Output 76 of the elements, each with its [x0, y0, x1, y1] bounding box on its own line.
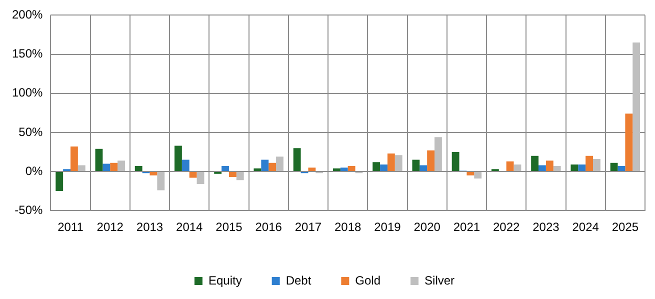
bar — [340, 168, 348, 172]
x-tick-label: 2016 — [255, 220, 282, 234]
x-tick-label: 2024 — [572, 220, 600, 234]
bar — [308, 168, 316, 172]
bar — [553, 166, 561, 172]
bar — [546, 160, 554, 172]
bar — [578, 164, 586, 172]
bar — [56, 172, 64, 192]
x-tick-label: 2017 — [294, 220, 322, 234]
bar — [434, 137, 442, 172]
y-tick-label: 100% — [12, 86, 44, 100]
bar — [189, 172, 197, 178]
bar — [254, 168, 262, 172]
legend-label: Gold — [355, 273, 381, 288]
bar — [427, 150, 435, 172]
x-tick-label: 2014 — [176, 220, 204, 234]
bar — [236, 172, 244, 180]
bar — [618, 166, 626, 172]
bar — [514, 164, 522, 172]
x-tick-label: 2015 — [216, 220, 243, 234]
bar — [118, 160, 125, 172]
x-tick-label: 2018 — [334, 220, 362, 234]
bar — [182, 160, 190, 172]
bar — [420, 165, 428, 172]
bar — [268, 162, 276, 172]
x-tick-label: 2022 — [492, 220, 520, 234]
x-tick-label: 2021 — [453, 220, 480, 234]
y-tick-label: 200% — [12, 8, 44, 22]
bar — [570, 164, 578, 172]
bar — [150, 172, 158, 176]
bar — [70, 146, 78, 172]
bar — [506, 161, 514, 172]
bar — [466, 172, 474, 176]
x-tick-label: 2012 — [96, 220, 124, 234]
bar — [474, 172, 482, 179]
bar — [394, 155, 402, 172]
bar — [332, 168, 340, 172]
bar — [134, 166, 142, 172]
bar — [452, 152, 460, 172]
x-tick-label: 2025 — [612, 220, 639, 234]
bar — [625, 114, 633, 172]
bar — [538, 165, 546, 172]
bar — [110, 162, 118, 172]
bar — [380, 164, 388, 172]
legend-label: Debt — [286, 273, 312, 288]
bar — [222, 166, 229, 172]
bar — [102, 164, 110, 172]
bar — [632, 42, 640, 172]
bar — [157, 172, 165, 190]
x-tick-label: 2013 — [136, 220, 164, 234]
x-tick-label: 2023 — [532, 220, 560, 234]
x-tick-label: 2020 — [414, 220, 441, 234]
bar — [228, 172, 236, 177]
bar — [348, 166, 356, 172]
bar — [196, 172, 204, 184]
bar — [387, 154, 395, 172]
legend-label: Silver — [424, 273, 455, 288]
bar — [586, 156, 593, 172]
bar — [531, 156, 539, 172]
y-tick-label: -50% — [14, 202, 44, 217]
x-tick-label: 2019 — [374, 220, 402, 234]
legend-label: Equity — [208, 273, 242, 288]
y-tick-label: 150% — [12, 46, 44, 61]
bar — [372, 162, 380, 172]
bar — [610, 162, 618, 172]
bar — [78, 165, 86, 172]
y-tick-label: 50% — [18, 124, 44, 139]
bar — [412, 160, 420, 172]
y-tick-label: 0% — [25, 164, 44, 178]
bar — [95, 148, 103, 172]
bar — [276, 156, 284, 172]
bar — [293, 148, 301, 172]
bar — [593, 159, 600, 172]
bar — [174, 146, 182, 172]
x-tick-label: 2011 — [58, 220, 84, 234]
bar — [261, 160, 269, 172]
